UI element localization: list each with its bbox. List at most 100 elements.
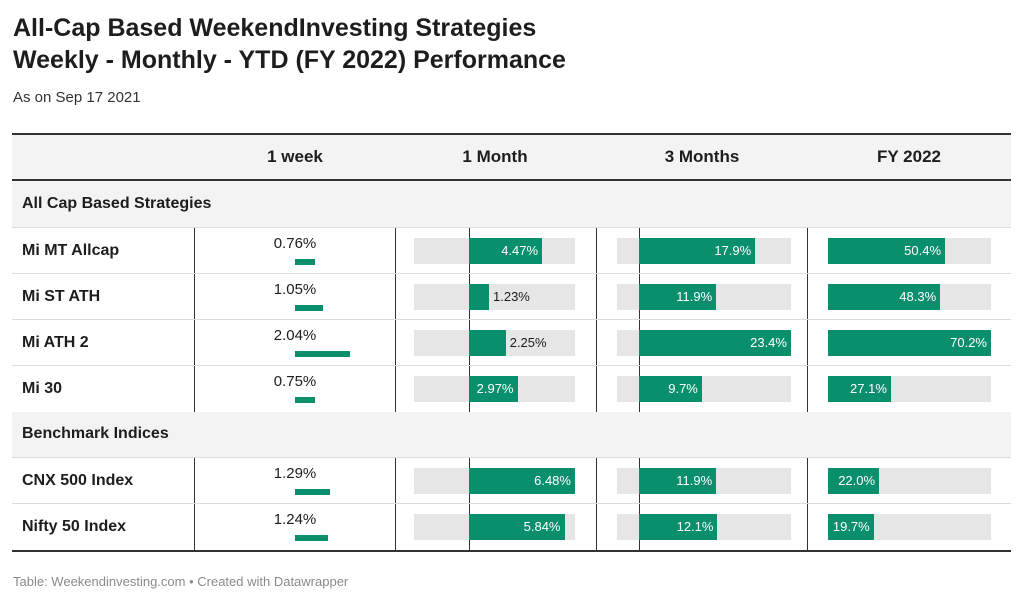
row-label: Mi ST ATH xyxy=(22,288,101,305)
three-months-bar xyxy=(638,376,702,402)
month-value: 2.25% xyxy=(509,335,547,350)
fy-cell: 70.2% xyxy=(828,330,991,356)
week-bar xyxy=(295,535,329,541)
three-months-cell: 23.4% xyxy=(617,320,791,366)
month-value: 6.48% xyxy=(534,473,571,488)
column-divider xyxy=(194,366,195,412)
column-divider xyxy=(807,274,808,320)
column-divider xyxy=(596,274,597,320)
week-bar xyxy=(295,259,316,265)
month-bar xyxy=(468,376,518,402)
column-divider xyxy=(194,458,195,504)
header-1-week: 1 week xyxy=(267,147,323,166)
column-divider xyxy=(596,366,597,412)
week-value: 0.76% xyxy=(273,235,317,252)
month-cell: 2.97% xyxy=(414,366,575,412)
group-label: All Cap Based Strategies xyxy=(22,195,212,212)
header-3-months: 3 Months xyxy=(664,147,740,166)
chart-footer: Table: Weekendinvesting.com • Created wi… xyxy=(13,574,349,589)
month-value: 5.84% xyxy=(523,519,561,534)
fy-value: 27.1% xyxy=(850,381,887,396)
group-label: Benchmark Indices xyxy=(22,425,169,442)
three-months-cell: 11.9% xyxy=(617,274,791,320)
title-line-2: Weekly - Monthly - YTD (FY 2022) Perform… xyxy=(13,46,566,74)
week-cell: 0.76% xyxy=(195,228,395,274)
column-divider xyxy=(194,320,195,366)
three-months-bar xyxy=(638,330,791,356)
three-months-bar xyxy=(638,468,717,494)
three-months-bar xyxy=(638,284,717,310)
title-line-1: All-Cap Based WeekendInvesting Strategie… xyxy=(13,14,537,42)
month-bar xyxy=(468,330,506,356)
month-value: 2.97% xyxy=(476,381,514,396)
fy-bar xyxy=(828,468,880,494)
column-divider xyxy=(194,504,195,550)
fy-value: 70.2% xyxy=(950,335,987,350)
column-divider xyxy=(395,504,396,550)
week-bar xyxy=(295,489,330,495)
three-months-value: 23.4% xyxy=(750,335,787,350)
month-cell: 5.84% xyxy=(414,504,575,550)
three-months-value: 11.9% xyxy=(676,289,713,304)
chart-subtitle: As on Sep 17 2021 xyxy=(13,89,141,106)
week-value: 1.24% xyxy=(273,511,317,528)
column-divider xyxy=(807,366,808,412)
table-row: Mi ATH 2 2.04% 2.25% 23.4% 70.2% xyxy=(12,319,1011,366)
fy-value: 19.7% xyxy=(832,519,870,534)
week-bar xyxy=(295,351,350,357)
table-row: Mi 30 0.75% 2.97% 9.7% 27.1% xyxy=(12,365,1011,412)
column-divider xyxy=(395,274,396,320)
month-bar xyxy=(468,514,565,540)
three-months-cell: 11.9% xyxy=(617,458,791,504)
column-divider xyxy=(395,458,396,504)
table-row: CNX 500 Index 1.29% 6.48% 11.9% 22.0% xyxy=(12,457,1011,504)
column-divider xyxy=(395,366,396,412)
column-divider xyxy=(395,320,396,366)
fy-bar xyxy=(828,238,946,264)
fy-cell: 22.0% xyxy=(828,468,991,494)
row-label: Mi ATH 2 xyxy=(22,334,89,351)
three-months-bar xyxy=(638,514,718,540)
week-value: 1.05% xyxy=(273,281,317,298)
three-months-value: 9.7% xyxy=(668,381,698,396)
column-divider xyxy=(395,228,396,274)
group-header: Benchmark Indices xyxy=(12,411,1011,457)
three-months-cell: 12.1% xyxy=(617,504,791,550)
month-bar xyxy=(468,284,489,310)
month-cell: 4.47% xyxy=(414,228,575,274)
column-divider xyxy=(807,228,808,274)
month-value: 1.23% xyxy=(493,289,530,304)
column-divider xyxy=(194,274,195,320)
table-row: Mi MT Allcap 0.76% 4.47% 17.9% 50.4% xyxy=(12,227,1011,274)
month-bar xyxy=(468,468,575,494)
week-cell: 1.05% xyxy=(195,274,395,320)
month-value: 4.47% xyxy=(501,243,539,258)
fy-value: 50.4% xyxy=(904,243,942,258)
header-name xyxy=(12,135,195,179)
three-months-bar xyxy=(638,238,756,264)
week-bar xyxy=(295,397,316,403)
table-row: Nifty 50 Index 1.24% 5.84% 12.1% 19.7% xyxy=(12,503,1011,550)
column-divider xyxy=(596,504,597,550)
chart-title: All-Cap Based WeekendInvesting Strategie… xyxy=(13,12,566,76)
header-fy-2022: FY 2022 xyxy=(877,147,941,166)
three-months-cell: 17.9% xyxy=(617,228,791,274)
header-1-month: 1 Month xyxy=(462,147,528,166)
fy-cell: 19.7% xyxy=(828,514,991,540)
week-value: 0.75% xyxy=(273,373,317,390)
row-label: Mi 30 xyxy=(22,380,63,397)
month-cell: 6.48% xyxy=(414,458,575,504)
week-cell: 1.24% xyxy=(195,504,395,550)
table-header: 1 week 1 Month 3 Months FY 2022 xyxy=(12,135,1011,181)
column-divider xyxy=(807,320,808,366)
row-label: CNX 500 Index xyxy=(22,472,134,489)
three-months-value: 11.9% xyxy=(676,473,713,488)
month-cell: 2.25% xyxy=(414,320,575,366)
column-divider xyxy=(596,458,597,504)
fy-bar xyxy=(828,284,941,310)
fy-cell: 50.4% xyxy=(828,238,991,264)
column-divider xyxy=(596,320,597,366)
fy-cell: 27.1% xyxy=(828,376,991,402)
week-cell: 2.04% xyxy=(195,320,395,366)
month-cell: 1.23% xyxy=(414,274,575,320)
